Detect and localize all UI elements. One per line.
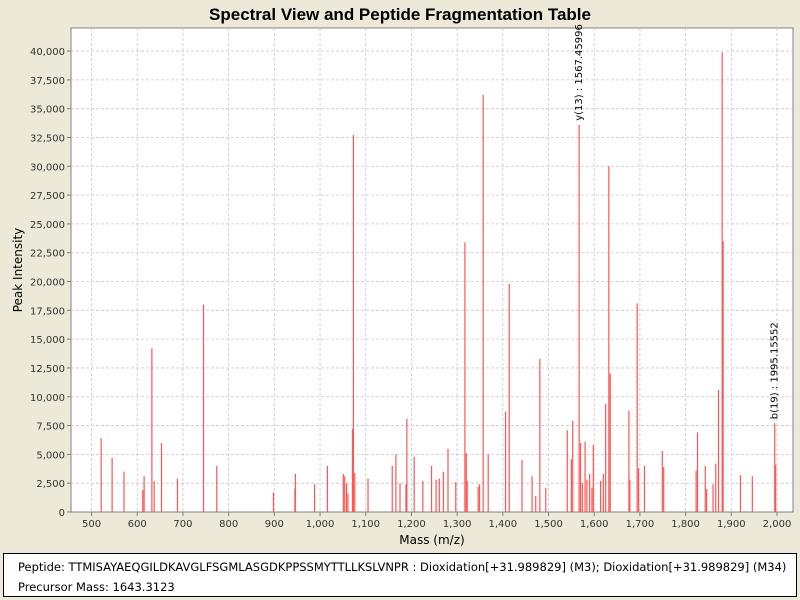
y-tick-label: 32,500 xyxy=(30,133,65,144)
y-tick-label: 20,000 xyxy=(30,278,65,289)
x-tick-label: 1,000 xyxy=(306,519,335,530)
x-tick-label: 1,400 xyxy=(489,519,518,530)
x-tick-label: 800 xyxy=(219,519,238,530)
y-tick-label: 40,000 xyxy=(30,47,65,58)
x-tick-label: 1,100 xyxy=(351,519,380,530)
y-tick-label: 25,000 xyxy=(30,220,65,231)
x-tick-label: 1,500 xyxy=(534,519,563,530)
y-tick-label: 10,000 xyxy=(30,393,65,404)
y-tick-label: 12,500 xyxy=(30,364,65,375)
y-tick-label: 2,500 xyxy=(36,479,65,490)
grid xyxy=(71,28,793,512)
peptide-info-panel: Peptide: TTMISAYAEQGILDKAVGLFSGMLASGDKPP… xyxy=(3,553,797,597)
x-tick-label: 500 xyxy=(82,519,101,530)
x-tick-label: 1,200 xyxy=(397,519,426,530)
y-tick-label: 37,500 xyxy=(30,76,65,87)
x-tick-label: 600 xyxy=(128,519,147,530)
y-tick-label: 22,500 xyxy=(30,249,65,260)
y-tick-label: 15,000 xyxy=(30,335,65,346)
x-tick-label: 900 xyxy=(265,519,284,530)
spectrum-chart: Spectral View and Peptide Fragmentation … xyxy=(11,5,794,547)
y-tick-label: 35,000 xyxy=(30,105,65,116)
peak-annotations: y(13) : 1567.45996 b(19) : 1995.15552 xyxy=(574,24,781,419)
x-tick-label: 1,800 xyxy=(671,519,700,530)
y-tick-label: 27,500 xyxy=(30,191,65,202)
y-tick-label: 7,500 xyxy=(36,422,65,433)
y-tick-label: 5,000 xyxy=(36,450,65,461)
y-axis-label: Peak Intensity xyxy=(11,228,25,313)
x-tick-label: 2,000 xyxy=(763,519,792,530)
y-tick-label: 30,000 xyxy=(30,162,65,173)
x-tick-label: 1,700 xyxy=(626,519,655,530)
x-tick-label: 1,900 xyxy=(717,519,746,530)
x-axis-label: Mass (m/z) xyxy=(399,533,464,547)
plot-background xyxy=(70,27,794,513)
axes: 0 2,500 5,000 7,500 10,000 12,500 15,000 17,500… xyxy=(30,47,791,530)
plot-area: y(13) : 1567.45996 b(19) : 1995.15552 xyxy=(70,24,794,513)
peaks xyxy=(100,52,777,512)
peptide-text: Peptide: TTMISAYAEQGILDKAVGLFSGMLASGDKPP… xyxy=(18,560,787,574)
chart-title: Spectral View and Peptide Fragmentation … xyxy=(209,5,591,24)
peak-annotation-label: y(13) : 1567.45996 xyxy=(574,24,585,121)
y-tick-label: 17,500 xyxy=(30,306,65,317)
y-tick-label: 0 xyxy=(59,508,65,519)
x-tick-label: 700 xyxy=(173,519,192,530)
x-tick-label: 1,600 xyxy=(580,519,609,530)
x-tick-label: 1,300 xyxy=(443,519,472,530)
peak-annotation-label: b(19) : 1995.15552 xyxy=(770,322,781,419)
precursor-mass-text: Precursor Mass: 1643.3123 xyxy=(18,580,175,594)
